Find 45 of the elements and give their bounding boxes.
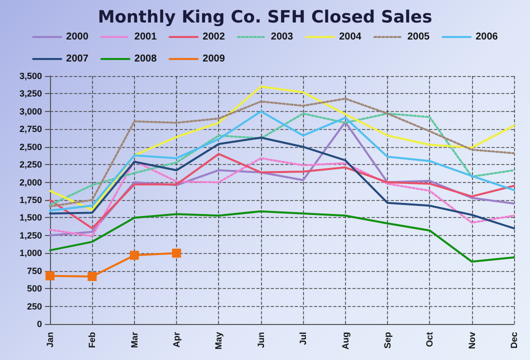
legend-label: 2005: [407, 32, 430, 42]
x-tick-label: Feb: [87, 332, 98, 348]
legend-label: 2006: [476, 32, 498, 42]
y-tick-label: 1,750: [19, 195, 42, 205]
x-tick-label: Jun: [256, 332, 266, 348]
line-series: [49, 121, 515, 236]
legend-label: 2003: [270, 32, 294, 42]
point: [88, 272, 97, 282]
chart-title: Monthly King Co. SFH Closed Sales: [98, 8, 432, 28]
line-series: [49, 136, 515, 230]
y-tick-label: 3,000: [19, 106, 42, 116]
legend-label: 2008: [134, 54, 158, 64]
y-tick-label: 2,750: [19, 124, 42, 134]
x-tick-label: Jan: [45, 332, 55, 348]
y-tick-label: 2,000: [19, 177, 42, 188]
legend-label: 2004: [339, 32, 362, 42]
legend-label: 2007: [66, 54, 89, 64]
y-tick-label: 3,250: [19, 88, 42, 99]
y-tick-label: 1,000: [19, 248, 42, 258]
y-tick-label: 0: [36, 319, 42, 329]
point: [172, 248, 182, 258]
y-tick-label: 1,500: [19, 212, 42, 223]
y-tick-label: 3,500: [19, 71, 42, 81]
x-tick-label: Aug: [340, 332, 350, 350]
line-series: [49, 210, 515, 263]
legend-label: 2000: [66, 32, 89, 42]
legend-label: 2009: [202, 54, 226, 64]
x-tick-label: May: [214, 332, 224, 350]
y-tick-label: 2,500: [19, 142, 42, 152]
legend-label: 2002: [202, 32, 226, 42]
y-tick-label: 250: [26, 301, 42, 312]
y-tick-label: 2,250: [19, 160, 42, 170]
point: [46, 271, 54, 280]
x-tick-label: Nov: [466, 332, 477, 350]
y-tick-label: 750: [26, 266, 42, 276]
legend-label: 2001: [134, 32, 158, 42]
point: [130, 250, 139, 260]
x-tick-label: Dec: [509, 332, 519, 349]
x-tick-label: Mar: [129, 332, 140, 348]
y-tick-label: 500: [26, 284, 42, 294]
x-tick-label: Apr: [172, 332, 182, 348]
x-tick-label: Oct: [424, 332, 435, 348]
y-tick-label: 1,250: [19, 230, 42, 240]
x-tick-label: Sep: [382, 332, 392, 349]
x-tick-label: Jul: [298, 332, 308, 346]
